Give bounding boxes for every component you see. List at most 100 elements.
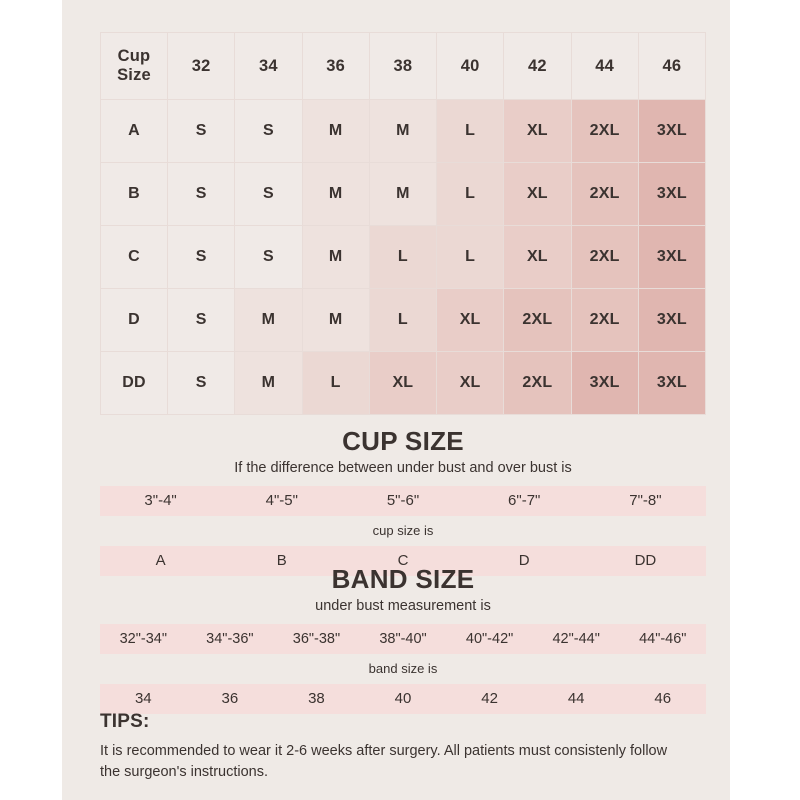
cup-size-value-cell: DD [634, 552, 657, 570]
size-cell: S [234, 225, 303, 289]
size-cell: S [166, 99, 236, 163]
size-grid-body: Cup Size 32 34 36 38 40 42 44 46 A S S M M L XL 2XL 3XL B… [100, 32, 707, 415]
size-grid-row: DD S M L XL XL 2XL 3XL 3XL [100, 351, 707, 415]
grid-corner-label: Cup Size [100, 32, 168, 100]
cup-size-section: CUP SIZE If the difference between under… [100, 428, 706, 576]
band-size-value-cell: 42 [481, 690, 498, 708]
cup-size-subtitle: If the difference between under bust and… [234, 460, 572, 476]
band-size-range-row: 32"-34" 34"-36" 36"-38" 38"-40" 40"-42" 42"-4… [100, 623, 706, 654]
band-size-value-cell: 38 [308, 690, 325, 708]
cup-size-row-header: C [100, 225, 168, 289]
size-cell: M [368, 99, 438, 163]
band-size-value-cell: 34 [134, 690, 152, 708]
grid-corner-line: Size [117, 66, 151, 84]
size-cell: L [435, 225, 505, 289]
band-size-value-cell: 36 [221, 690, 239, 708]
size-cell: 2XL [570, 162, 639, 226]
band-size-range-cell: 38"-40" [379, 630, 427, 647]
band-size-range-cell: 34"-36" [206, 630, 254, 647]
band-column-header: 46 [637, 32, 707, 100]
band-size-value-row: 34 36 38 40 42 44 46 [100, 683, 706, 714]
size-cell: L [435, 162, 505, 226]
size-cell: S [166, 162, 236, 226]
size-cell: XL [368, 351, 438, 415]
band-size-range-cell: 36"-38" [292, 630, 341, 647]
cup-size-row-header: B [100, 162, 168, 226]
size-cell: 2XL [570, 288, 639, 352]
band-size-value-cell: 44 [567, 690, 585, 708]
size-cell: XL [503, 99, 572, 163]
tips-section: TIPS: It is recommended to wear it 2-6 w… [100, 712, 706, 783]
size-grid-header-row: Cup Size 32 34 36 38 40 42 44 46 [100, 32, 707, 100]
band-column-header: 42 [503, 32, 572, 100]
band-size-range-cell: 40"-42" [465, 630, 514, 647]
size-cell: XL [435, 288, 505, 352]
size-cell: 3XL [637, 288, 707, 352]
cup-size-mid-label: cup size is [372, 522, 434, 538]
size-cell: M [301, 99, 370, 163]
cup-size-row-header: DD [100, 351, 168, 415]
size-cell: 2XL [570, 225, 639, 289]
cup-size-value-cell: D [518, 552, 530, 570]
cup-size-title: CUP SIZE [342, 426, 464, 456]
cup-band-size-grid-container: Cup Size 32 34 36 38 40 42 44 46 A S S M M L XL 2XL 3XL B… [100, 32, 707, 415]
cup-size-range-cell: 7"-8" [629, 492, 662, 510]
size-cell: 3XL [570, 351, 639, 415]
cup-size-value-cell: A [155, 552, 166, 570]
cup-band-size-grid: Cup Size 32 34 36 38 40 42 44 46 A S S M M L XL 2XL 3XL B… [100, 32, 707, 415]
band-column-header: 40 [435, 32, 505, 100]
tips-title: TIPS: [100, 711, 150, 732]
cup-size-range-cell: 4"-5" [265, 492, 298, 510]
cup-size-value-row: A B C D DD [100, 545, 706, 576]
size-grid-row: D S M M L XL 2XL 2XL 3XL [100, 288, 707, 352]
cup-size-range-cell: 3"-4" [144, 492, 177, 510]
size-cell: 3XL [637, 99, 707, 163]
band-column-header: 38 [368, 32, 438, 100]
cup-size-range-cell: 5"-6" [386, 492, 420, 510]
band-size-section: BAND SIZE under bust measurement is 32"-… [100, 566, 706, 714]
band-size-mid-label: band size is [368, 660, 438, 676]
size-cell: L [435, 99, 505, 163]
cup-size-value-cell: C [397, 552, 409, 570]
band-size-subtitle: under bust measurement is [315, 598, 491, 614]
cup-size-row-header: D [100, 288, 168, 352]
cup-size-row-header: A [100, 99, 168, 163]
size-cell: M [301, 288, 370, 352]
band-column-header: 32 [166, 32, 236, 100]
band-column-header: 34 [234, 32, 303, 100]
size-cell: L [301, 351, 370, 415]
grid-corner-line: Cup [117, 46, 151, 65]
size-cell: 3XL [637, 162, 707, 226]
size-chart-page: Cup Size 32 34 36 38 40 42 44 46 A S S M M L XL 2XL 3XL B… [62, 0, 730, 800]
size-cell: XL [435, 351, 505, 415]
size-cell: XL [503, 162, 572, 226]
size-cell: 2XL [570, 99, 639, 163]
size-cell: S [234, 99, 303, 163]
size-cell: M [301, 225, 370, 289]
size-cell: 2XL [503, 288, 572, 352]
size-cell: M [301, 162, 370, 226]
size-cell: S [234, 162, 303, 226]
tips-body: It is recommended to wear it 2-6 weeks a… [100, 743, 668, 781]
band-size-value-cell: 46 [654, 690, 672, 708]
size-grid-row: C S S M L L XL 2XL 3XL [100, 225, 707, 289]
size-cell: 2XL [503, 351, 572, 415]
size-cell: S [166, 351, 236, 415]
band-size-range-cell: 32"-34" [119, 630, 167, 647]
band-size-range-cell: 42"-44" [552, 630, 600, 647]
band-size-value-cell: 40 [394, 690, 412, 708]
cup-size-range-cell: 6"-7" [508, 492, 541, 510]
band-column-header: 44 [570, 32, 639, 100]
size-cell: S [166, 288, 236, 352]
band-column-header: 36 [301, 32, 370, 100]
size-cell: L [368, 288, 438, 352]
size-grid-row: B S S M M L XL 2XL 3XL [100, 162, 707, 226]
cup-size-value-cell: B [276, 552, 287, 570]
size-cell: S [166, 225, 236, 289]
size-cell: M [234, 351, 303, 415]
size-grid-row: A S S M M L XL 2XL 3XL [100, 99, 707, 163]
size-cell: 3XL [637, 225, 707, 289]
size-cell: XL [503, 225, 572, 289]
size-cell: L [368, 225, 438, 289]
size-cell: 3XL [637, 351, 707, 415]
